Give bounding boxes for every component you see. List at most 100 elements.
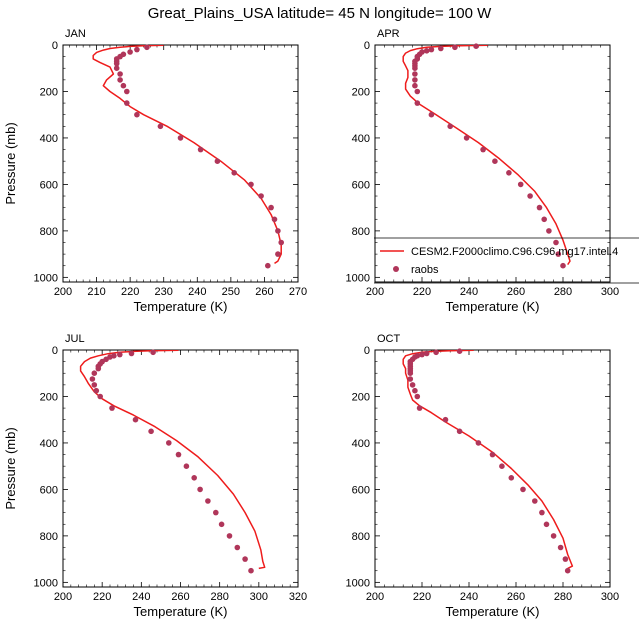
y-tick-label: 1000: [34, 577, 58, 589]
raobs-point: [423, 48, 430, 54]
raobs-point: [117, 77, 123, 83]
panel-jul: 200 220 240 260 280 300 320 0 200 400 600 800 1000 JU…: [3, 333, 307, 619]
raobs-point: [456, 348, 463, 355]
raobs-point: [517, 181, 524, 188]
legend-obs-marker-icon: [393, 266, 399, 272]
x-axis-label: Temperature (K): [134, 604, 228, 619]
x-tick-label: 220: [413, 286, 431, 298]
raobs-point: [144, 44, 150, 51]
y-tick-label: 600: [40, 484, 58, 496]
raobs-point: [177, 135, 184, 141]
y-tick-label: 800: [40, 226, 58, 238]
x-tick-label: 210: [87, 286, 105, 298]
raobs-point: [428, 46, 435, 53]
y-tick-label: 200: [40, 86, 58, 98]
raobs-point: [197, 486, 203, 493]
x-tick-label: 300: [250, 591, 268, 603]
y-tick-label: 600: [352, 484, 370, 496]
x-tick-label: 240: [188, 286, 206, 298]
x-tick-label: 260: [507, 591, 525, 603]
panels: 200 210 220 230 240 250 260 270 0 200 400 600 800 100…: [3, 28, 619, 619]
raobs-point: [248, 567, 254, 574]
y-tick-label: 0: [364, 345, 370, 357]
x-tick-label: 250: [222, 286, 240, 298]
panel-jan: 200 210 220 230 240 250 260 270 0 200 400 600 800 100…: [3, 28, 307, 314]
x-tick-label: 220: [413, 591, 431, 603]
raobs-point: [231, 170, 237, 176]
x-tick-label: 260: [507, 286, 525, 298]
raobs-point: [113, 65, 120, 71]
plot-frame: [374, 44, 611, 283]
raobs-point: [242, 556, 248, 562]
raobs-point: [134, 111, 140, 118]
raobs-point: [539, 509, 545, 516]
raobs-point: [268, 204, 274, 211]
x-tick-label: 320: [289, 591, 307, 603]
raobs-point: [414, 88, 421, 95]
raobs-point: [258, 193, 264, 199]
raobs-point: [541, 216, 547, 223]
raobs-point: [412, 82, 418, 89]
raobs-point: [414, 393, 421, 400]
raobs-point: [89, 376, 96, 382]
y-tick-label: 0: [52, 40, 58, 52]
raobs-point: [109, 405, 115, 411]
y-tick-label: 400: [40, 438, 58, 450]
y-axis-label: Pressure (mb): [3, 427, 18, 509]
raobs-point: [407, 370, 414, 377]
y-tick-label: 400: [352, 438, 370, 450]
x-tick-label: 240: [460, 591, 478, 603]
raobs-point: [428, 111, 435, 118]
x-tick-label: 260: [255, 286, 273, 298]
x-tick-label: 300: [601, 286, 619, 298]
panel-label-jan: JAN: [65, 28, 86, 40]
raobs-point: [113, 60, 120, 67]
raobs-point: [120, 82, 127, 89]
plot-frame: [62, 349, 299, 588]
raobs-point: [134, 46, 140, 53]
raobs-point: [218, 521, 225, 528]
raobs-point: [91, 382, 98, 388]
raobs-point: [520, 486, 526, 493]
raobs-point: [536, 204, 543, 211]
panel-label-oct: OCT: [377, 333, 401, 345]
y-tick-label: 0: [52, 345, 58, 357]
x-tick-label: 280: [554, 591, 572, 603]
raobs-point: [91, 370, 98, 377]
y-tick-label: 800: [352, 226, 370, 238]
x-tick-label: 220: [121, 286, 139, 298]
raobs-point: [275, 251, 281, 257]
raobs-point: [546, 228, 552, 234]
y-tick-label: 1000: [346, 272, 370, 284]
raobs-point: [166, 440, 172, 446]
raobs-point: [416, 405, 423, 411]
model-profile-line-apr: [402, 45, 571, 266]
raobs-point: [226, 533, 233, 539]
y-tick-label: 200: [352, 86, 370, 98]
raobs-point: [412, 65, 418, 71]
x-tick-label: 280: [554, 286, 572, 298]
raobs-point: [562, 556, 569, 562]
raobs-point: [183, 463, 190, 470]
raobs-point: [117, 351, 123, 358]
raobs-point: [157, 123, 164, 130]
y-tick-label: 400: [40, 133, 58, 145]
raobs-point: [555, 251, 562, 257]
raobs-point: [499, 463, 505, 470]
y-tick-label: 200: [352, 391, 370, 403]
raobs-point: [117, 71, 123, 77]
raobs-point: [480, 146, 486, 153]
raobs-point: [442, 416, 449, 423]
raobs-point: [456, 428, 463, 435]
legend-obs-label: raobs: [411, 264, 439, 276]
raobs-point: [278, 239, 285, 246]
raobs-point: [124, 88, 130, 95]
figure-title: Great_Plains_USA latitude= 45 N longitud…: [148, 5, 492, 22]
raobs-point: [407, 376, 414, 382]
raobs-point: [532, 498, 538, 504]
y-tick-label: 200: [40, 391, 58, 403]
raobs-point: [527, 193, 533, 199]
raobs-point: [150, 349, 156, 356]
raobs-point: [248, 181, 254, 188]
